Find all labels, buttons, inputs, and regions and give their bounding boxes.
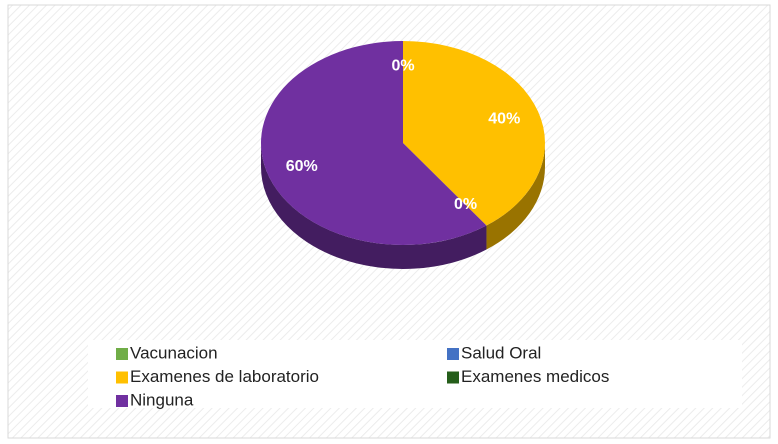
legend-swatch xyxy=(116,371,128,384)
legend-swatch xyxy=(447,348,459,360)
legend-label: Ninguna xyxy=(130,390,194,409)
data-label: 0% xyxy=(454,196,477,213)
slice xyxy=(403,41,545,226)
pie: 0% 40% 0% 60% xyxy=(260,41,545,269)
legend-swatch xyxy=(447,371,459,384)
legend-swatch xyxy=(116,395,128,407)
slice-side xyxy=(261,143,487,269)
slice xyxy=(260,41,487,246)
data-label: 0% xyxy=(391,58,414,75)
legend-label: Vacunacion xyxy=(130,343,218,362)
legend-swatch xyxy=(116,348,128,360)
slice-side xyxy=(486,143,545,250)
legend-box xyxy=(88,340,742,408)
legend-label: Examenes medicos xyxy=(461,367,609,386)
legend-label: Examenes de laboratorio xyxy=(130,367,319,386)
legend: Vacunacion Salud Oral Examenes de laborato… xyxy=(116,343,609,409)
legend-label: Salud Oral xyxy=(461,343,541,362)
data-label: 60% xyxy=(286,158,318,175)
data-label: 40% xyxy=(488,111,520,128)
